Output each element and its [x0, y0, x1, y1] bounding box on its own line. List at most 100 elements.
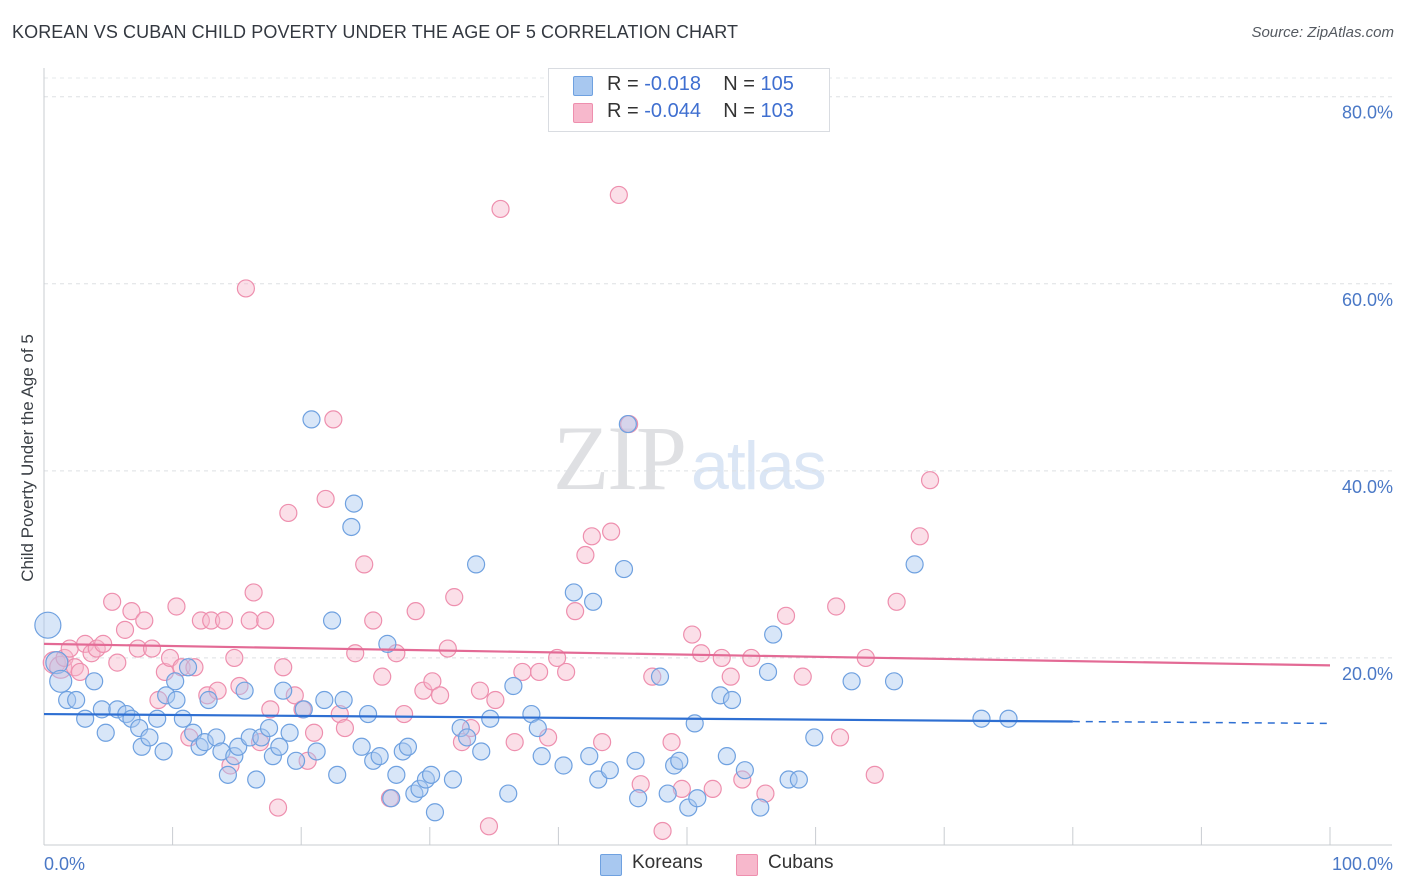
data-point-koreans: [344, 494, 364, 513]
series-points-cubans: [42, 185, 940, 841]
data-point-cubans: [373, 667, 392, 686]
data-point-koreans: [600, 761, 619, 780]
data-point-cubans: [830, 728, 850, 747]
data-point-koreans: [207, 728, 226, 747]
data-point-cubans: [566, 602, 585, 621]
data-point-koreans: [76, 709, 95, 728]
y-tick-label: 80.0%: [1342, 103, 1393, 123]
data-point-cubans: [438, 639, 457, 658]
legend-n-label: N =: [723, 73, 761, 95]
data-point-koreans: [842, 672, 861, 691]
data-point-cubans: [445, 588, 464, 607]
data-point-koreans: [764, 625, 783, 644]
data-point-cubans: [703, 779, 722, 798]
legend-n-label: N =: [723, 100, 761, 122]
data-point-koreans: [421, 765, 441, 784]
data-point-cubans: [394, 704, 414, 724]
data-point-cubans: [191, 611, 210, 630]
data-point-cubans: [122, 602, 141, 621]
data-point-koreans: [972, 709, 991, 728]
data-point-koreans: [358, 704, 378, 724]
data-point-koreans: [711, 686, 730, 705]
data-point-koreans: [758, 662, 778, 682]
series-label-cubans: Cubans: [768, 852, 834, 873]
data-point-cubans: [135, 611, 154, 630]
data-point-cubans: [479, 817, 499, 836]
data-point-cubans: [712, 648, 731, 668]
data-point-cubans: [491, 199, 510, 219]
data-point-cubans: [557, 662, 576, 682]
data-point-koreans: [96, 723, 115, 742]
data-point-koreans: [315, 690, 334, 710]
data-point-cubans: [355, 555, 374, 574]
x-tick-label-max: 100.0%: [1332, 854, 1393, 874]
data-point-cubans: [324, 410, 343, 429]
data-point-cubans: [423, 672, 442, 691]
data-point-cubans: [330, 704, 349, 724]
data-point-koreans: [584, 592, 603, 611]
data-point-cubans: [920, 471, 940, 490]
data-point-koreans: [294, 700, 313, 719]
source-label: Source: ZipAtlas.com: [1251, 24, 1394, 41]
data-point-koreans: [252, 728, 271, 747]
legend-text-cubans: R = -0.044 N = 103: [607, 100, 794, 123]
data-point-koreans: [884, 672, 904, 691]
data-point-koreans: [157, 686, 176, 705]
data-point-cubans: [202, 611, 221, 630]
data-point-cubans: [486, 690, 505, 710]
y-tick-label: 60.0%: [1342, 290, 1393, 310]
data-point-koreans: [789, 770, 808, 789]
data-point-koreans: [685, 714, 704, 733]
data-point-cubans: [185, 658, 204, 677]
data-point-koreans: [378, 634, 397, 653]
correlation-legend: R = -0.018 N = 105 R = -0.044 N = 103: [548, 68, 830, 132]
data-point-koreans: [504, 676, 523, 696]
trend-line-cubans: [43, 642, 1331, 667]
data-point-cubans: [115, 620, 135, 639]
data-point-koreans: [342, 517, 361, 537]
legend-r-value: -0.044: [644, 100, 701, 122]
data-point-koreans: [259, 718, 279, 738]
data-point-cubans: [776, 606, 796, 625]
data-point-koreans: [199, 690, 218, 710]
data-point-cubans: [430, 686, 450, 705]
data-point-cubans: [505, 733, 524, 752]
series-points-koreans: [34, 410, 1018, 822]
x-tick-label-min: 0.0%: [44, 854, 85, 874]
data-point-koreans: [735, 761, 754, 780]
data-point-cubans: [653, 821, 672, 841]
axes: [43, 68, 1392, 846]
data-point-koreans: [307, 742, 326, 761]
legend-r-label: R =: [607, 73, 645, 95]
data-point-cubans: [602, 522, 621, 541]
data-point-koreans: [173, 709, 192, 728]
data-point-cubans: [683, 625, 702, 644]
y-tick-label: 20.0%: [1342, 664, 1393, 684]
legend-text-koreans: R = -0.018 N = 105: [607, 73, 794, 96]
data-point-cubans: [167, 597, 186, 616]
data-point-cubans: [582, 527, 601, 546]
data-point-koreans: [580, 747, 599, 766]
data-point-cubans: [70, 662, 90, 682]
data-point-koreans: [382, 789, 401, 808]
data-point-koreans: [67, 690, 86, 710]
data-point-koreans: [45, 651, 69, 675]
tick-labels: 20.0% 40.0% 60.0% 80.0% 0.0% 100.0%: [44, 103, 1393, 874]
data-point-koreans: [178, 658, 198, 677]
data-point-koreans: [626, 751, 645, 770]
data-point-cubans: [643, 667, 662, 686]
data-point-koreans: [905, 555, 924, 574]
data-point-cubans: [261, 700, 280, 719]
trend-line-koreans: [43, 712, 1073, 723]
series-swatch-koreans: [600, 854, 622, 876]
data-point-koreans: [554, 756, 573, 775]
data-point-koreans: [49, 669, 73, 693]
data-point-koreans: [451, 718, 470, 738]
data-point-koreans: [218, 765, 237, 784]
data-point-koreans: [140, 728, 159, 747]
data-point-koreans: [410, 779, 429, 798]
data-point-cubans: [279, 503, 298, 523]
data-point-cubans: [470, 681, 490, 700]
data-point-cubans: [256, 611, 275, 630]
